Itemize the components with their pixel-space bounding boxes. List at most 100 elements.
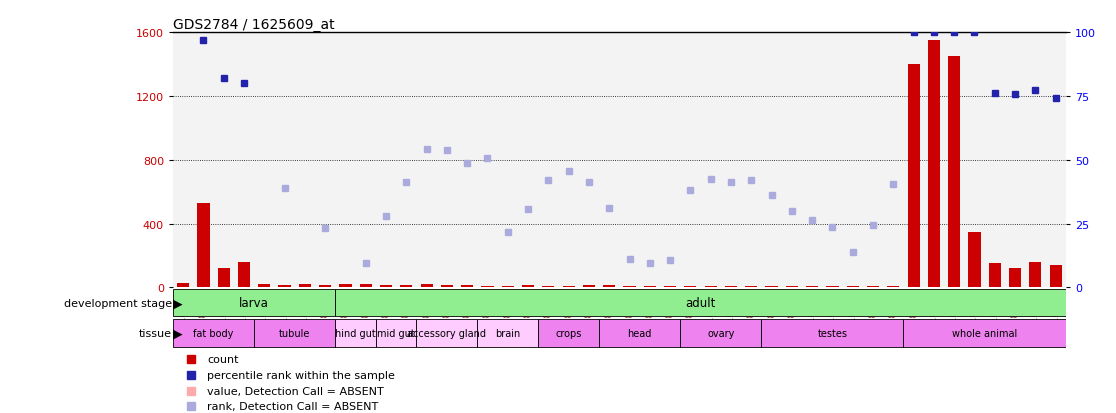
- Bar: [275, 33, 295, 287]
- Bar: [279, 285, 290, 287]
- Bar: [478, 33, 498, 287]
- Bar: [883, 33, 904, 287]
- Bar: [173, 289, 335, 316]
- Text: ▶: ▶: [173, 327, 182, 339]
- Bar: [867, 286, 879, 287]
- Bar: [376, 33, 396, 287]
- Bar: [421, 285, 433, 287]
- Text: crops: crops: [556, 328, 581, 338]
- Bar: [254, 33, 275, 287]
- Bar: [401, 285, 413, 287]
- Bar: [198, 203, 210, 287]
- Bar: [258, 285, 270, 287]
- Bar: [498, 33, 518, 287]
- Text: count: count: [206, 354, 239, 364]
- Bar: [335, 320, 376, 347]
- Bar: [339, 285, 352, 287]
- Bar: [802, 33, 822, 287]
- Bar: [863, 33, 883, 287]
- Bar: [173, 320, 254, 347]
- Bar: [478, 320, 538, 347]
- Bar: [704, 286, 716, 287]
- Bar: [458, 33, 478, 287]
- Bar: [376, 320, 416, 347]
- Text: rank, Detection Call = ABSENT: rank, Detection Call = ABSENT: [206, 401, 378, 411]
- Bar: [904, 320, 1066, 347]
- Bar: [583, 286, 595, 287]
- Bar: [234, 33, 254, 287]
- Bar: [806, 286, 818, 287]
- Bar: [441, 285, 453, 287]
- Bar: [847, 286, 859, 287]
- Bar: [664, 286, 676, 287]
- Bar: [319, 286, 331, 287]
- Bar: [639, 33, 660, 287]
- Bar: [193, 33, 213, 287]
- Bar: [619, 33, 639, 287]
- Bar: [644, 286, 656, 287]
- Bar: [542, 286, 555, 287]
- Text: tubule: tubule: [279, 328, 310, 338]
- Bar: [781, 33, 802, 287]
- Bar: [761, 320, 904, 347]
- Bar: [927, 41, 940, 287]
- Bar: [522, 286, 535, 287]
- Bar: [843, 33, 863, 287]
- Bar: [599, 320, 681, 347]
- Text: tissue: tissue: [140, 328, 172, 338]
- Bar: [603, 286, 615, 287]
- Bar: [761, 33, 781, 287]
- Bar: [356, 33, 376, 287]
- Text: accessory gland: accessory gland: [407, 328, 487, 338]
- Bar: [984, 33, 1004, 287]
- Bar: [701, 33, 721, 287]
- Bar: [989, 264, 1001, 287]
- Bar: [481, 286, 493, 287]
- Bar: [660, 33, 681, 287]
- Bar: [949, 57, 960, 287]
- Bar: [904, 33, 924, 287]
- Bar: [1046, 33, 1066, 287]
- Bar: [1049, 266, 1061, 287]
- Bar: [502, 286, 513, 287]
- Text: testes: testes: [817, 328, 847, 338]
- Text: development stage: development stage: [64, 298, 172, 308]
- Bar: [562, 286, 575, 287]
- Bar: [416, 33, 436, 287]
- Bar: [741, 33, 761, 287]
- Text: hind gut: hind gut: [335, 328, 376, 338]
- Bar: [538, 320, 599, 347]
- Bar: [599, 33, 619, 287]
- Bar: [518, 33, 538, 287]
- Text: whole animal: whole animal: [952, 328, 1018, 338]
- Bar: [238, 262, 250, 287]
- Bar: [579, 33, 599, 287]
- Bar: [944, 33, 964, 287]
- Bar: [1009, 268, 1021, 287]
- Bar: [681, 320, 761, 347]
- Text: GDS2784 / 1625609_at: GDS2784 / 1625609_at: [173, 18, 335, 32]
- Text: fat body: fat body: [193, 328, 233, 338]
- Text: ovary: ovary: [708, 328, 734, 338]
- Bar: [822, 33, 843, 287]
- Bar: [177, 283, 190, 287]
- Bar: [1029, 262, 1041, 287]
- Bar: [1004, 33, 1026, 287]
- Bar: [396, 33, 416, 287]
- Bar: [684, 286, 696, 287]
- Bar: [436, 33, 458, 287]
- Bar: [826, 286, 838, 287]
- Bar: [295, 33, 315, 287]
- Text: mid gut: mid gut: [377, 328, 415, 338]
- Text: adult: adult: [685, 296, 715, 309]
- Bar: [558, 33, 579, 287]
- Bar: [907, 65, 920, 287]
- Bar: [254, 320, 335, 347]
- Bar: [335, 33, 356, 287]
- Bar: [624, 286, 636, 287]
- Bar: [173, 33, 193, 287]
- Bar: [964, 33, 984, 287]
- Bar: [461, 286, 473, 287]
- Bar: [766, 286, 778, 287]
- Bar: [786, 286, 798, 287]
